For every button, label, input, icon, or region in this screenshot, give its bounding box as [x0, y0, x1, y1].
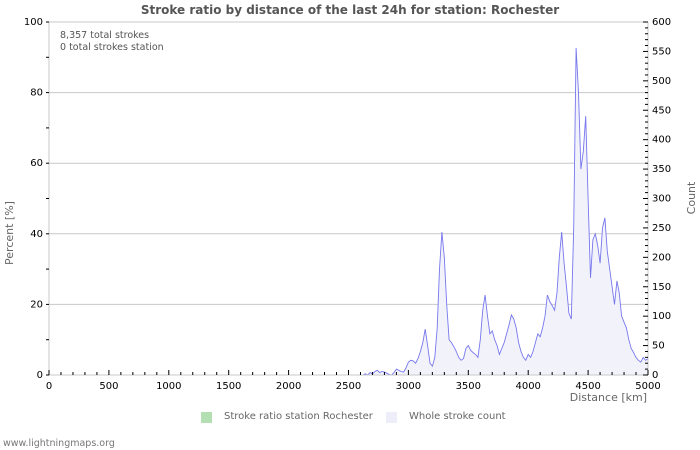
y-right-tick-label: 300 [652, 194, 671, 205]
gridlines [49, 21, 648, 305]
y-right-tick-label: 400 [652, 135, 671, 146]
y-left-tick-label: 40 [30, 229, 43, 240]
total-strokes-station: 0 total strokes station [60, 42, 164, 53]
total-strokes: 8,357 total strokes [60, 30, 150, 41]
axes: 0204060801000501001502002503003504004505… [24, 17, 671, 392]
y-left-tick-label: 100 [24, 17, 43, 28]
x-tick-label: 4000 [515, 381, 540, 392]
area-fill [360, 47, 648, 376]
y-left-axis-label: Percent [%] [3, 201, 16, 265]
legend-swatch-station-ratio [201, 412, 212, 423]
x-tick-label: 1500 [216, 381, 241, 392]
x-tick-label: 2500 [336, 381, 361, 392]
footer-attribution: www.lightningmaps.org [3, 438, 115, 449]
whole-stroke-count-area [360, 47, 649, 376]
x-tick-label: 4500 [575, 381, 600, 392]
y-right-tick-label: 450 [652, 105, 671, 116]
y-right-tick-label: 50 [652, 341, 665, 352]
y-right-axis-label: Count [685, 181, 698, 214]
x-tick-label: 3000 [396, 381, 421, 392]
x-tick-label: 5000 [635, 381, 660, 392]
legend-swatch-whole-count [386, 412, 397, 423]
x-axis-label: Distance [km] [570, 391, 647, 404]
chart-title: Stroke ratio by distance of the last 24h… [140, 3, 560, 17]
y-right-tick-label: 150 [652, 282, 671, 293]
legend-label-whole-count: Whole stroke count [409, 411, 506, 422]
y-right-tick-label: 500 [652, 76, 671, 87]
x-tick-label: 1000 [156, 381, 181, 392]
x-tick-label: 3500 [456, 381, 481, 392]
y-left-tick-label: 80 [30, 88, 43, 99]
x-tick-label: 500 [99, 381, 118, 392]
stats-box: 8,357 total strokes 0 total strokes stat… [60, 30, 164, 54]
y-right-tick-label: 200 [652, 252, 671, 263]
y-right-tick-label: 0 [652, 370, 658, 381]
y-left-tick-label: 20 [30, 299, 43, 310]
y-left-tick-label: 60 [30, 158, 43, 169]
y-right-tick-label: 250 [652, 223, 671, 234]
x-tick-label: 0 [46, 381, 52, 392]
y-right-tick-label: 350 [652, 164, 671, 175]
y-right-tick-label: 100 [652, 311, 671, 322]
y-left-tick-label: 0 [37, 370, 43, 381]
y-right-tick-label: 550 [652, 46, 671, 57]
y-right-tick-label: 600 [652, 17, 671, 28]
legend-label-station-ratio: Stroke ratio station Rochester [224, 411, 373, 422]
area-line [360, 47, 649, 376]
x-tick-label: 2000 [276, 381, 301, 392]
